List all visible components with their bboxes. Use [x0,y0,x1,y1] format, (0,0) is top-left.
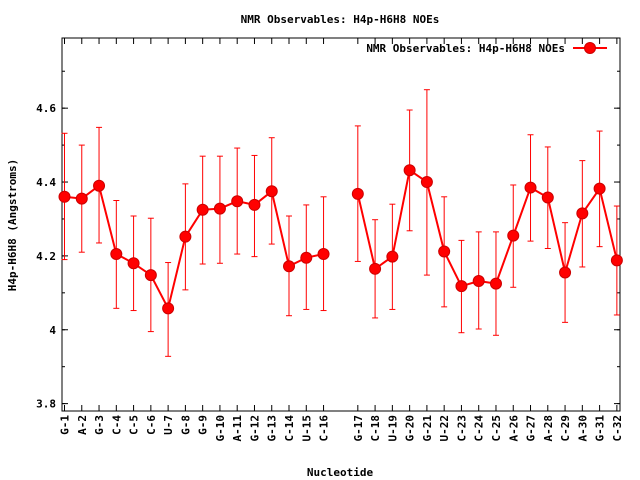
data-point [110,248,123,261]
data-point [58,190,71,203]
x-tick-label: C-6 [145,415,158,435]
data-point [455,280,468,293]
x-tick-label: U-22 [438,415,451,442]
y-tick-label: 4.6 [36,102,56,115]
x-tick-label: G-20 [404,415,417,442]
x-tick-label: A-26 [507,415,520,442]
x-tick-label: G-9 [197,415,210,435]
data-point [231,195,244,208]
y-tick-label: 4 [49,324,56,337]
data-point [403,164,416,177]
x-tick-label: A-30 [576,415,589,442]
x-axis-label: Nucleotide [307,466,374,479]
data-point [576,207,589,220]
x-tick-label: G-21 [421,415,434,442]
x-tick-label: C-4 [110,415,123,435]
data-point [300,251,313,264]
data-point [610,254,623,267]
data-point [351,187,364,200]
data-point [472,275,485,288]
x-tick-label: C-23 [455,415,468,442]
y-tick-label: 4.4 [36,176,56,189]
data-point [162,302,175,315]
x-tick-label: C-5 [128,415,141,435]
y-axis-label: H4p-H6H8 (Angstroms) [6,159,19,291]
x-tick-label: G-17 [352,415,365,442]
data-point [524,181,537,194]
legend-marker [584,42,596,54]
data-point [179,230,192,243]
data-point [248,198,261,211]
x-tick-label: G-10 [214,415,227,442]
data-point [369,262,382,275]
x-tick-label: C-14 [283,415,296,442]
x-tick-label: C-29 [559,415,572,442]
x-tick-label: G-8 [179,415,192,435]
data-point [438,245,451,258]
x-tick-label: G-1 [59,415,72,435]
data-point [559,266,572,279]
y-tick-label: 3.8 [36,398,56,411]
x-tick-label: U-19 [386,415,399,442]
plot-frame [61,37,621,412]
data-point [541,191,554,204]
legend-label: NMR Observables: H4p-H6H8 NOEs [366,42,565,55]
data-point [283,260,296,273]
data-point [213,202,226,215]
x-tick-label: C-32 [611,415,624,442]
data-point [127,257,140,270]
x-tick-label: G-12 [248,415,261,442]
x-tick-label: C-18 [369,415,382,442]
x-tick-label: G-27 [525,415,538,442]
data-point [93,179,106,192]
x-tick-label: U-15 [300,415,313,442]
data-point [507,229,520,242]
data-point [420,176,433,189]
data-point [489,277,502,290]
data-point [265,185,278,198]
x-tick-label: C-25 [490,415,503,442]
chart-title: NMR Observables: H4p-H6H8 NOEs [241,13,440,26]
series-line [356,168,618,288]
x-tick-label: G-31 [594,415,607,442]
data-point [317,248,330,261]
data-point [75,192,88,205]
y-tick-label: 4.2 [36,250,56,263]
data-point [144,269,157,282]
x-tick-label: A-28 [542,415,555,442]
data-point [593,182,606,195]
data-point [196,203,209,216]
legend: NMR Observables: H4p-H6H8 NOEs [366,42,607,55]
x-tick-label: C-16 [318,415,331,442]
series-line [64,183,324,312]
x-tick-label: U-7 [162,415,175,435]
x-tick-label: A-2 [76,415,89,435]
data-point [386,250,399,263]
x-tick-label: G-3 [93,415,106,435]
x-tick-label: C-24 [473,415,486,442]
x-tick-label: A-11 [231,415,244,442]
x-tick-label: G-13 [266,415,279,442]
plot-area: 3.8 4 4.2 4.4 4.6 G-1 A-2 G-3 C-4 C-5 C-6 U-7 G-8 G-9… [36,37,624,442]
